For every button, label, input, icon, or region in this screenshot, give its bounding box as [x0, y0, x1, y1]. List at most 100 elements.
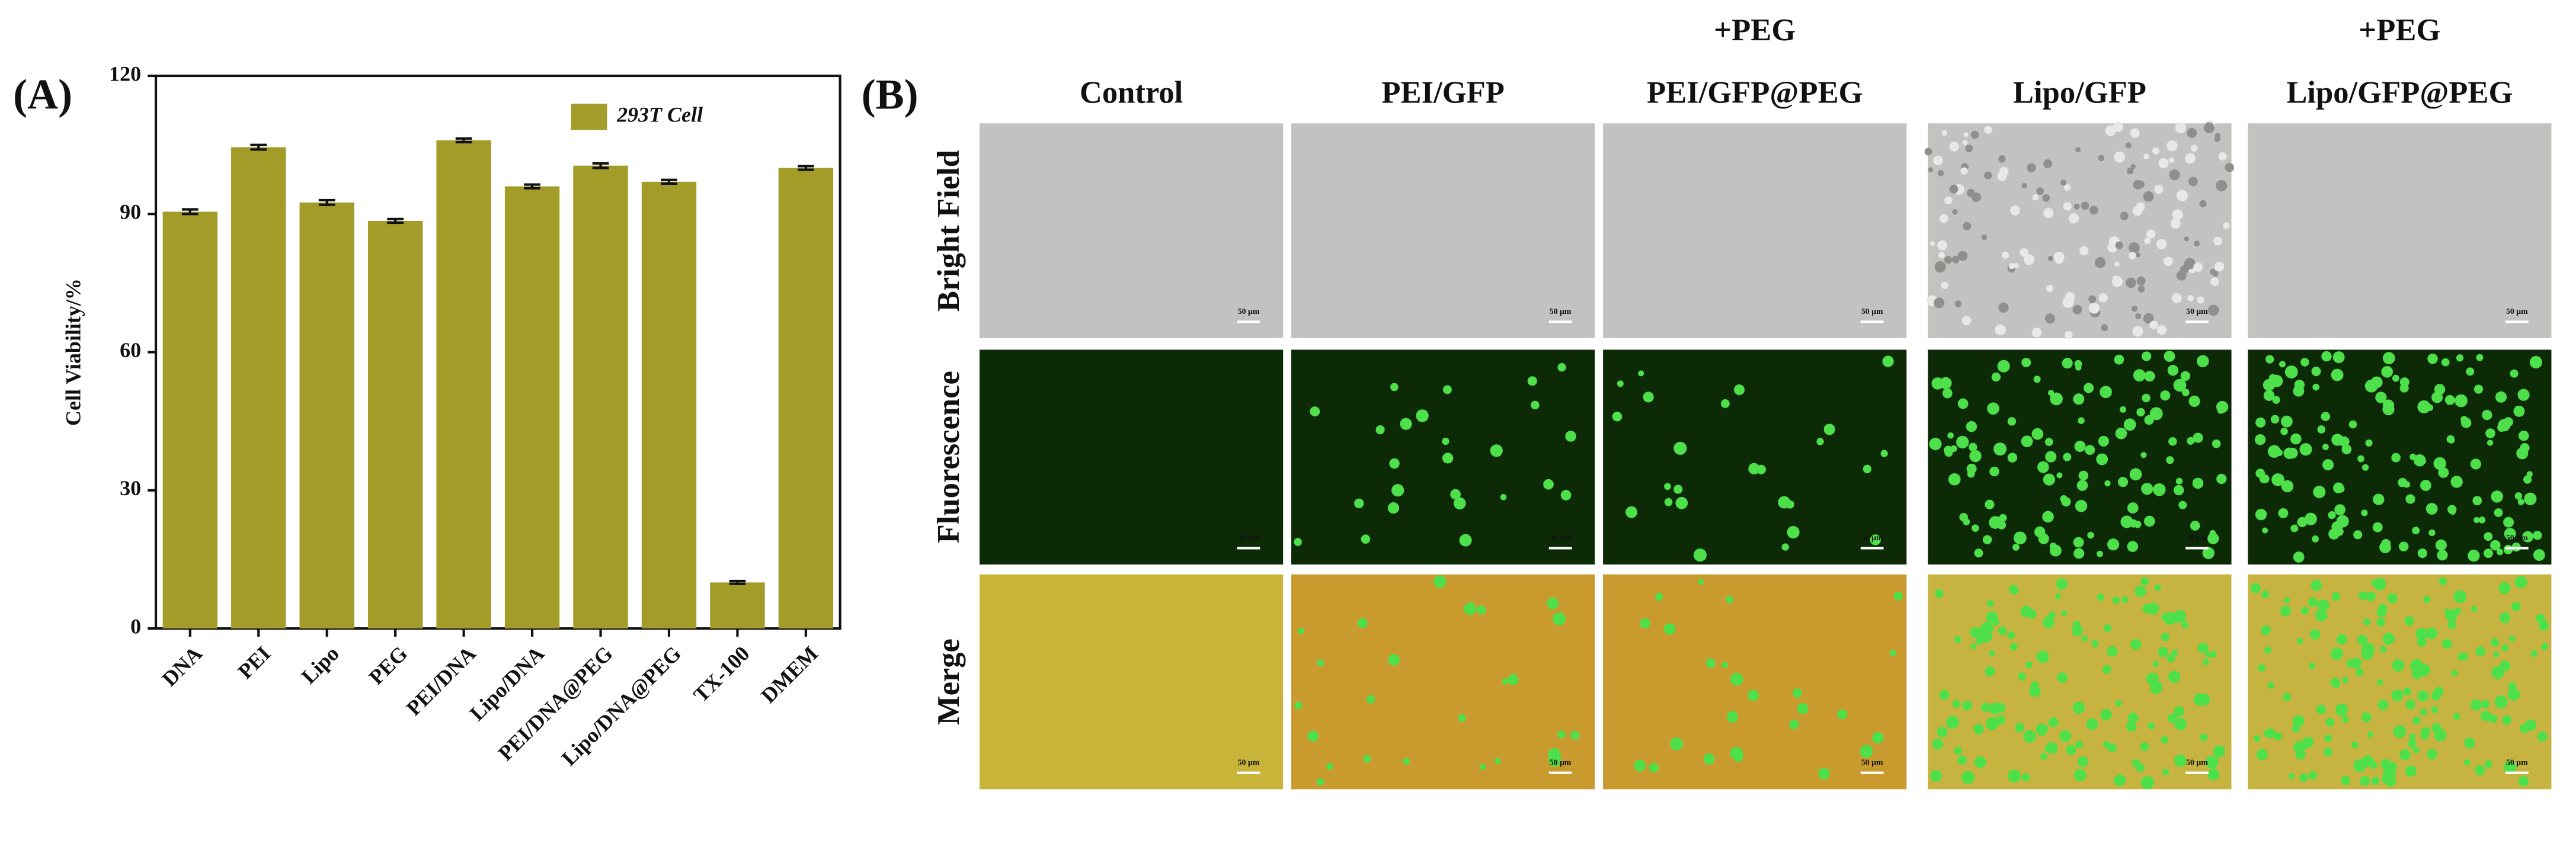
gfp-cell — [1703, 753, 1715, 765]
error-bar — [318, 198, 335, 206]
gfp-cell — [2409, 733, 2416, 740]
gfp-cell — [2434, 729, 2447, 742]
gfp-cell — [1962, 700, 1972, 711]
gfp-cell — [2007, 453, 2018, 463]
gfp-cell — [2160, 390, 2171, 401]
error-bar — [661, 178, 677, 185]
gfp-cell — [2007, 417, 2017, 426]
gfp-cell — [1388, 654, 1400, 666]
cell-texture — [2143, 191, 2154, 202]
row-label: Merge — [932, 639, 966, 725]
gfp-cell — [2168, 437, 2177, 446]
gfp-cell — [2322, 444, 2329, 451]
gfp-cell — [1989, 466, 1999, 477]
cell-texture — [1952, 209, 1958, 215]
column-header: Lipo/GFP@PEG — [2286, 75, 2513, 110]
cell-texture — [2113, 275, 2119, 282]
cell-texture — [2125, 142, 2132, 149]
gfp-cell — [2317, 425, 2326, 434]
cell-texture — [1962, 140, 1968, 146]
cell-texture — [2101, 324, 2108, 332]
cell-texture — [2218, 152, 2227, 161]
gfp-cell — [2478, 516, 2486, 524]
gfp-cell — [1734, 384, 1745, 396]
gfp-cell — [2439, 577, 2447, 586]
gfp-cell — [2175, 477, 2183, 485]
gfp-cell — [2152, 483, 2166, 496]
gfp-cell — [2213, 745, 2226, 758]
gfp-cell — [2513, 405, 2525, 417]
gfp-cell — [1294, 538, 1302, 546]
gfp-cell — [2356, 668, 2364, 676]
gfp-cell — [1954, 636, 1961, 643]
gfp-cell — [2360, 775, 2370, 786]
gfp-cell — [2317, 599, 2329, 611]
gfp-cell — [2076, 480, 2088, 491]
gfp-cell — [2100, 386, 2112, 399]
gfp-cell — [2362, 755, 2374, 767]
gfp-cell — [1389, 458, 1400, 469]
gfp-cell — [2136, 408, 2145, 417]
cell-texture — [2144, 238, 2151, 245]
bar — [367, 220, 423, 629]
gfp-cell — [2445, 609, 2457, 621]
cell-texture — [2131, 306, 2138, 312]
gfp-cell — [2100, 708, 2112, 721]
gfp-cell — [1893, 591, 1903, 601]
scale-bar-label: 50 μm — [1238, 307, 1260, 316]
gfp-cell — [2154, 584, 2162, 591]
y-tick-label: 30 — [120, 476, 141, 500]
gfp-cell — [2502, 715, 2512, 725]
gfp-cell — [2193, 432, 2203, 443]
gfp-cell — [1363, 755, 1371, 763]
gfp-cell — [2453, 713, 2460, 720]
gfp-cell — [2504, 528, 2516, 540]
gfp-cell — [2511, 601, 2521, 612]
gfp-cell — [2121, 596, 2129, 604]
gfp-cell — [2351, 741, 2359, 749]
cell-texture — [2127, 167, 2134, 175]
gfp-cell — [1664, 483, 1671, 490]
gfp-cell — [2078, 417, 2085, 424]
cell-texture — [2042, 194, 2050, 202]
gfp-cell — [2108, 743, 2117, 753]
cell-texture — [1986, 127, 1992, 134]
gfp-cell — [2129, 468, 2142, 481]
cell-texture — [1928, 167, 1934, 172]
gfp-cell — [2290, 433, 2302, 445]
gfp-cell — [2133, 521, 2142, 528]
gfp-cell — [2441, 358, 2450, 367]
gfp-cell — [2066, 745, 2076, 756]
gfp-cell — [2413, 454, 2426, 467]
error-bar — [250, 143, 267, 151]
cell-texture — [2114, 261, 2120, 267]
cell-texture — [1934, 297, 1945, 309]
gfp-cell — [1612, 411, 1623, 422]
gfp-cell — [2405, 494, 2415, 504]
gfp-cell — [2375, 392, 2387, 403]
gfp-cell — [2417, 690, 2429, 702]
gfp-cell — [1863, 464, 1871, 473]
gfp-cell — [2361, 509, 2368, 516]
gfp-cell — [2044, 438, 2053, 447]
gfp-cell — [2127, 713, 2139, 723]
gfp-cell — [2417, 400, 2431, 413]
gfp-cell — [1931, 377, 1944, 390]
column-header: Lipo/GFP — [2013, 75, 2146, 110]
gfp-cell — [2387, 593, 2398, 604]
gfp-cell — [2405, 699, 2416, 710]
gfp-cell — [2451, 670, 2458, 677]
cell-texture — [2126, 277, 2136, 288]
gfp-cell — [1459, 534, 1472, 547]
gfp-cell — [2202, 547, 2215, 559]
micrograph — [2248, 574, 2552, 790]
gfp-cell — [2438, 467, 2449, 478]
gfp-cell — [2437, 550, 2448, 561]
gfp-cell — [1970, 627, 1981, 638]
gfp-cell — [2168, 670, 2181, 683]
bar — [710, 582, 765, 629]
gfp-cell — [2073, 393, 2085, 405]
legend-swatch — [571, 104, 607, 130]
gfp-cell — [2107, 646, 2118, 657]
gfp-cell — [1450, 489, 1461, 500]
